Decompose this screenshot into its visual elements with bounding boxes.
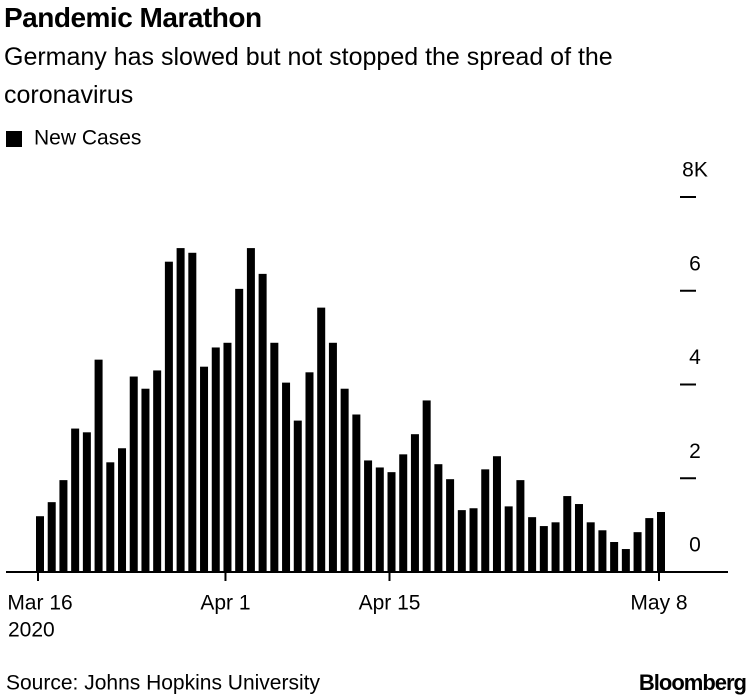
brand: Bloomberg [639,670,746,695]
bar [71,428,80,572]
bar [153,370,162,572]
bar [36,516,44,572]
bar [94,359,103,572]
bar [129,376,138,572]
bar [141,388,150,572]
bar [574,504,583,572]
bar [387,472,396,572]
bar [223,342,232,572]
bar [422,400,431,572]
bar [328,342,337,572]
bar [164,261,173,572]
bar [82,432,91,572]
bar [563,496,572,572]
x-year-label: 2020 [8,619,55,642]
bar [645,518,654,572]
bar [352,414,361,572]
bar [516,480,525,572]
bar [211,347,220,572]
bar [200,366,209,572]
bar [293,420,302,572]
bar [340,388,349,572]
bar [492,456,501,572]
bar [246,248,255,572]
bar [106,462,115,572]
bar [235,288,244,572]
x-tick-label: Apr 15 [359,592,421,615]
bar [410,434,419,572]
bar [317,307,326,572]
bar [539,526,548,572]
bar [598,530,607,572]
bar [59,480,68,572]
bar [657,512,665,572]
bar [446,479,455,572]
legend-swatch [6,131,22,147]
bar [434,464,443,572]
bar [176,248,185,572]
source: Source: Johns Hopkins University [6,672,320,695]
legend-label: New Cases [34,127,141,150]
bar [364,460,373,572]
bar [375,467,384,572]
y-tick-label: 2 [689,440,701,463]
bar [282,382,291,572]
bar [610,542,619,572]
bar [305,372,314,572]
bar [258,273,267,572]
bar [621,549,630,572]
bar [118,448,127,572]
bar [188,252,197,572]
chart-title: Pandemic Marathon [4,2,262,33]
y-tick-label: 4 [689,346,701,369]
bar [504,506,513,572]
bar [399,454,408,572]
bar [469,508,478,572]
bar [481,469,490,572]
bar [457,510,466,572]
bar [551,522,560,572]
y-tick-label: 6 [689,252,701,275]
x-tick-label: Apr 1 [200,592,250,615]
bar [47,502,56,572]
bar [528,517,537,572]
bar [270,342,279,572]
x-tick-label: Mar 16 [7,592,72,615]
bar [633,532,642,572]
y-tick-label: 8K [682,159,708,182]
x-tick-label: May 8 [630,592,687,615]
chart-subtitle: Germany has slowed but not stopped the s… [4,43,613,109]
bar [586,522,595,572]
y-tick-label: 0 [689,534,701,557]
